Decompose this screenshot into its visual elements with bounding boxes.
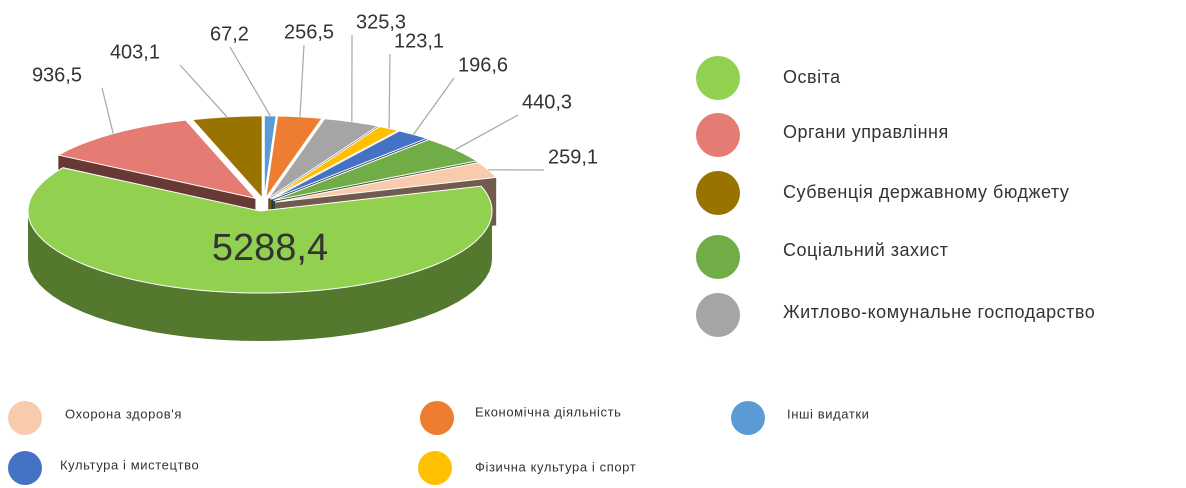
data-label: 5288,4 <box>212 227 328 269</box>
leader-line <box>101 87 114 134</box>
legend-label: Охорона здоров'я <box>65 406 182 421</box>
legend-swatch <box>696 56 740 100</box>
data-label: 325,3 <box>356 11 406 33</box>
legend-label: Економічна діяльність <box>475 404 622 419</box>
legend-swatch <box>696 171 740 215</box>
legend-swatch <box>696 113 740 157</box>
slice-side-shade <box>28 211 492 341</box>
legend-label: Освіта <box>783 67 841 87</box>
pie-tops <box>27 115 498 294</box>
legend-label: Соціальний захист <box>783 240 948 260</box>
leader-line <box>299 44 305 117</box>
legend-swatch <box>731 401 765 435</box>
legend-label: Культура і мистецтво <box>60 457 199 472</box>
legend-label: Фізична культура і спорт <box>475 459 636 474</box>
data-label: 440,3 <box>522 91 572 113</box>
legend-swatch <box>8 451 42 485</box>
data-label: 403,1 <box>110 41 160 63</box>
slice-side <box>28 211 492 341</box>
slice <box>271 130 429 200</box>
leader-line <box>412 77 455 135</box>
legend-label: Житлово-комунальне господарство <box>783 302 1095 322</box>
slice <box>27 167 493 294</box>
legend-swatch <box>8 401 42 435</box>
legend-label: Інші видатки <box>787 406 870 421</box>
leader-line <box>179 64 228 118</box>
leader-line <box>229 46 271 117</box>
data-label: 936,5 <box>32 64 82 86</box>
slice <box>191 115 263 200</box>
legend-label: Субвенція державному бюджету <box>783 182 1069 202</box>
legend-label: Органи управління <box>783 122 949 142</box>
leader-line <box>454 114 519 151</box>
slice <box>269 125 400 200</box>
slice <box>56 119 257 200</box>
legend-swatch <box>696 235 740 279</box>
data-label: 67,2 <box>210 23 249 45</box>
slice <box>263 115 277 198</box>
data-label: 259,1 <box>548 146 598 168</box>
slice <box>274 162 498 203</box>
data-label: 256,5 <box>284 21 334 43</box>
data-label: 196,6 <box>458 54 508 76</box>
data-label: 123,1 <box>394 30 444 52</box>
legend: Інші видатки Економічна діяльність Житлово… <box>8 56 1095 485</box>
legend-swatch <box>418 451 452 485</box>
legend-swatch <box>696 293 740 337</box>
leader-line <box>388 53 391 129</box>
legend-swatch <box>420 401 454 435</box>
